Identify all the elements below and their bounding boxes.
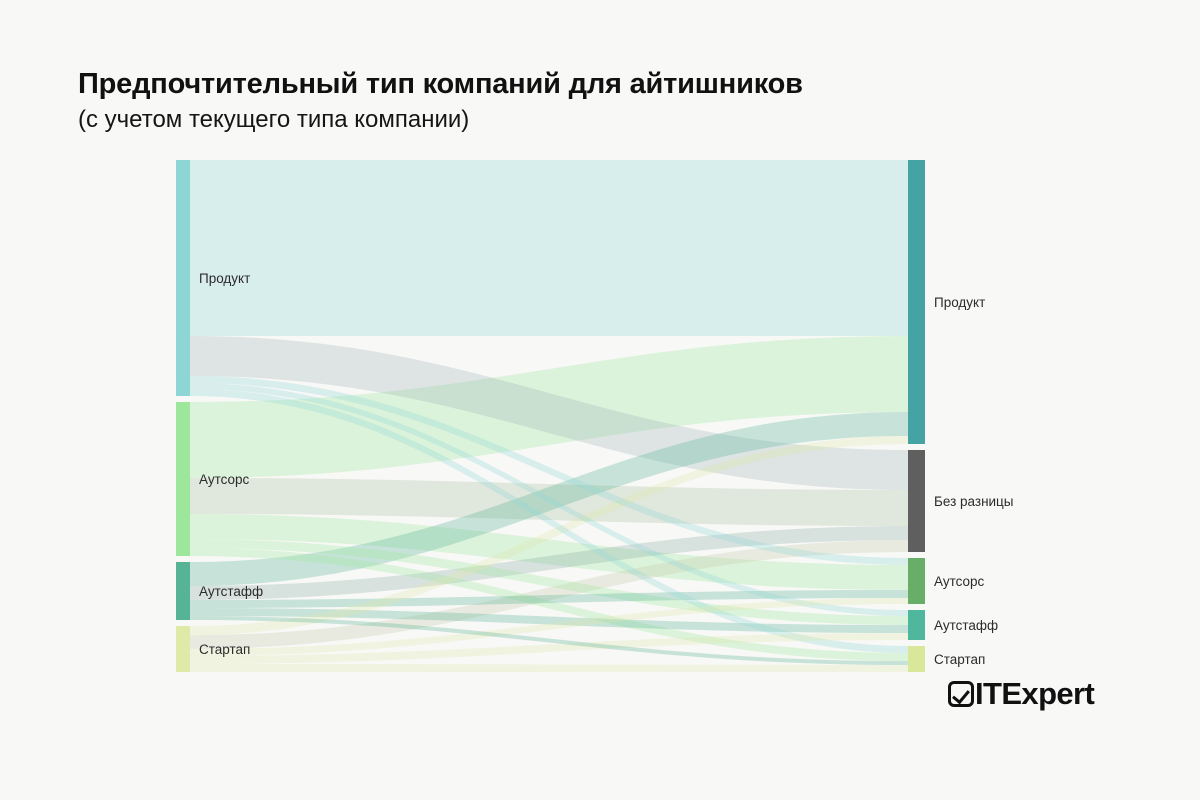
sankey-labels-layer: Продукт Аутсорс Аутстафф Стартап Продукт Без … [199,271,1014,667]
sankey-source-node[interactable] [176,626,190,672]
sankey-link [190,336,908,478]
sankey-links-layer [190,160,908,672]
sankey-link [190,539,908,625]
sankey-node-label: Без разницы [934,494,1014,509]
sankey-link [190,598,908,656]
sankey-target-node[interactable] [908,160,925,444]
sankey-node-label: Аутстафф [199,584,263,599]
sankey-link [190,540,908,649]
sankey-link [190,608,908,633]
sankey-source-node[interactable] [176,160,190,396]
sankey-link [190,526,908,600]
sankey-nodes-layer [176,160,925,672]
sankey-source-node[interactable] [176,562,190,620]
sankey-link [190,548,908,661]
sankey-node-label: Продукт [199,271,250,286]
checkbox-check-icon [948,680,974,707]
sankey-node-label: Стартап [199,642,250,657]
sankey-target-node[interactable] [908,558,925,604]
sankey-link [190,436,908,636]
sankey-node-label: Стартап [934,652,985,667]
brand-logo: ITExpert [948,676,1095,711]
sankey-link [190,478,908,526]
sankey-link [190,590,908,608]
sankey-link [190,616,908,665]
sankey-target-node[interactable] [908,450,925,552]
sankey-target-node[interactable] [908,646,925,672]
sankey-link [190,383,908,616]
sankey-link [190,633,908,664]
sankey-target-node[interactable] [908,610,925,640]
sankey-link [190,389,908,653]
sankey-link [190,160,908,336]
sankey-source-node[interactable] [176,402,190,556]
brand-name: ITExpert [975,676,1095,711]
sankey-node-label: Аутстафф [934,618,998,633]
sankey-link [190,336,908,490]
sankey-node-label: Продукт [934,295,985,310]
sankey-link [190,412,908,586]
sankey-node-label: Аутсорс [934,574,985,589]
page-subtitle: (с учетом текущего типа компании) [78,106,470,134]
sankey-link [190,376,908,565]
sankey-link [190,514,908,590]
sankey-link [190,663,908,672]
page-title: Предпочтительный тип компаний для айтишн… [78,68,803,100]
sankey-node-label: Аутсорс [199,472,250,487]
title-block: Предпочтительный тип компаний для айтишн… [78,68,1118,134]
